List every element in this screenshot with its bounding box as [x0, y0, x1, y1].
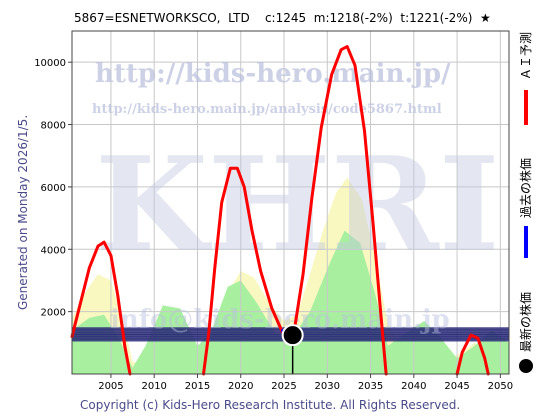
y-tick-label: 4000 [41, 245, 66, 256]
plot-border [71, 30, 510, 375]
watermark-analysis-url: http://kids-hero.main.jp/analysis/code58… [92, 102, 442, 117]
legend-latest-dot [519, 359, 533, 373]
x-axis-ticks: 2005 2010 2015 2020 2025 2030 2035 2040 2045 2050 [98, 374, 513, 392]
y-tick-label: 6000 [41, 183, 66, 194]
latest-price-dot [281, 324, 304, 347]
x-tick-label: 2030 [315, 381, 340, 392]
plot-area [72, 31, 509, 374]
ai-forecast-line [70, 240, 132, 376]
y-axis-ticks: 2000 4000 6000 8000 10000 [34, 58, 72, 319]
x-tick-label: 2010 [141, 381, 166, 392]
legend: ＡＩ予測 過去の株価 最新の株価 [518, 32, 533, 373]
y-tick-label: 2000 [41, 308, 66, 319]
x-tick-label: 2025 [271, 381, 296, 392]
legend-ai-label: ＡＩ予測 [519, 32, 533, 80]
legend-latest-label: 最新の株価 [518, 292, 533, 352]
x-tick-label: 2040 [401, 381, 426, 392]
x-tick-label: 2015 [185, 381, 210, 392]
x-tick-label: 2035 [358, 381, 383, 392]
x-tick-label: 2020 [228, 381, 253, 392]
y-tick-label: 10000 [34, 58, 66, 69]
ai-forecast-line [455, 333, 490, 376]
watermark-khri: KHRI [95, 128, 500, 281]
latest-price [281, 324, 304, 374]
copyright-footer: Copyright (c) Kids-Hero Research Institu… [80, 398, 460, 412]
watermark-url: http://kids-hero.main.jp/ [95, 59, 451, 89]
chart-title: 5867=ESNETWORKSCO, LTD c:1245 m:1218(-2%… [74, 11, 491, 25]
x-tick-label: 2045 [444, 381, 469, 392]
x-tick-label: 2050 [488, 381, 513, 392]
x-tick-label: 2005 [98, 381, 123, 392]
y-tick-label: 8000 [41, 121, 66, 132]
generated-date-label: Generated on Monday 2026/1/5. [16, 115, 30, 310]
legend-past-label: 過去の株価 [518, 158, 533, 218]
watermark-email: info@kids-hero.main.jp [110, 305, 450, 335]
